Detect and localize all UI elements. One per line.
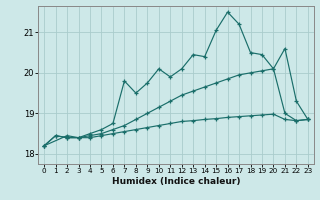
X-axis label: Humidex (Indice chaleur): Humidex (Indice chaleur) [112,177,240,186]
